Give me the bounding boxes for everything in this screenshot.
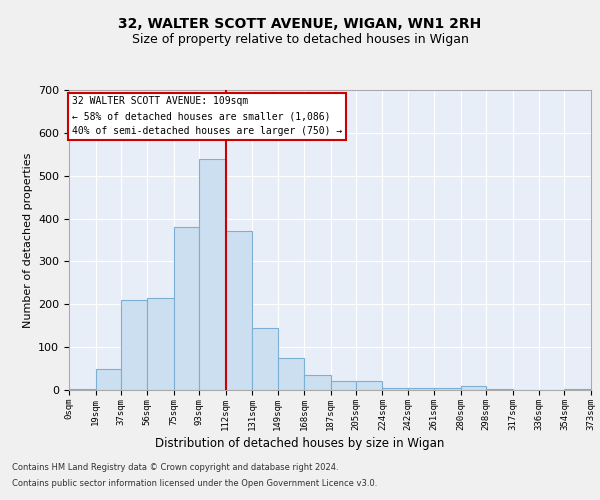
Text: Contains HM Land Registry data © Crown copyright and database right 2024.: Contains HM Land Registry data © Crown c…	[12, 464, 338, 472]
Bar	[565, 388, 591, 390]
Text: Contains public sector information licensed under the Open Government Licence v3: Contains public sector information licen…	[12, 478, 377, 488]
Bar	[148, 298, 174, 390]
Bar	[69, 388, 95, 390]
Bar	[407, 388, 434, 390]
Bar	[356, 382, 382, 390]
Bar	[95, 368, 121, 390]
Bar	[461, 386, 486, 390]
Bar	[382, 388, 407, 390]
Text: Distribution of detached houses by size in Wigan: Distribution of detached houses by size …	[155, 438, 445, 450]
Bar	[253, 328, 278, 390]
Y-axis label: Number of detached properties: Number of detached properties	[23, 152, 32, 328]
Bar	[199, 158, 226, 390]
Bar	[174, 227, 199, 390]
Bar	[226, 232, 253, 390]
Bar	[121, 300, 148, 390]
Bar	[486, 388, 512, 390]
Text: 32, WALTER SCOTT AVENUE, WIGAN, WN1 2RH: 32, WALTER SCOTT AVENUE, WIGAN, WN1 2RH	[118, 18, 482, 32]
Text: Size of property relative to detached houses in Wigan: Size of property relative to detached ho…	[131, 32, 469, 46]
Bar	[331, 380, 356, 390]
Text: 32 WALTER SCOTT AVENUE: 109sqm
← 58% of detached houses are smaller (1,086)
40% : 32 WALTER SCOTT AVENUE: 109sqm ← 58% of …	[72, 96, 342, 136]
Bar	[434, 388, 461, 390]
Bar	[278, 358, 304, 390]
Bar	[304, 375, 331, 390]
